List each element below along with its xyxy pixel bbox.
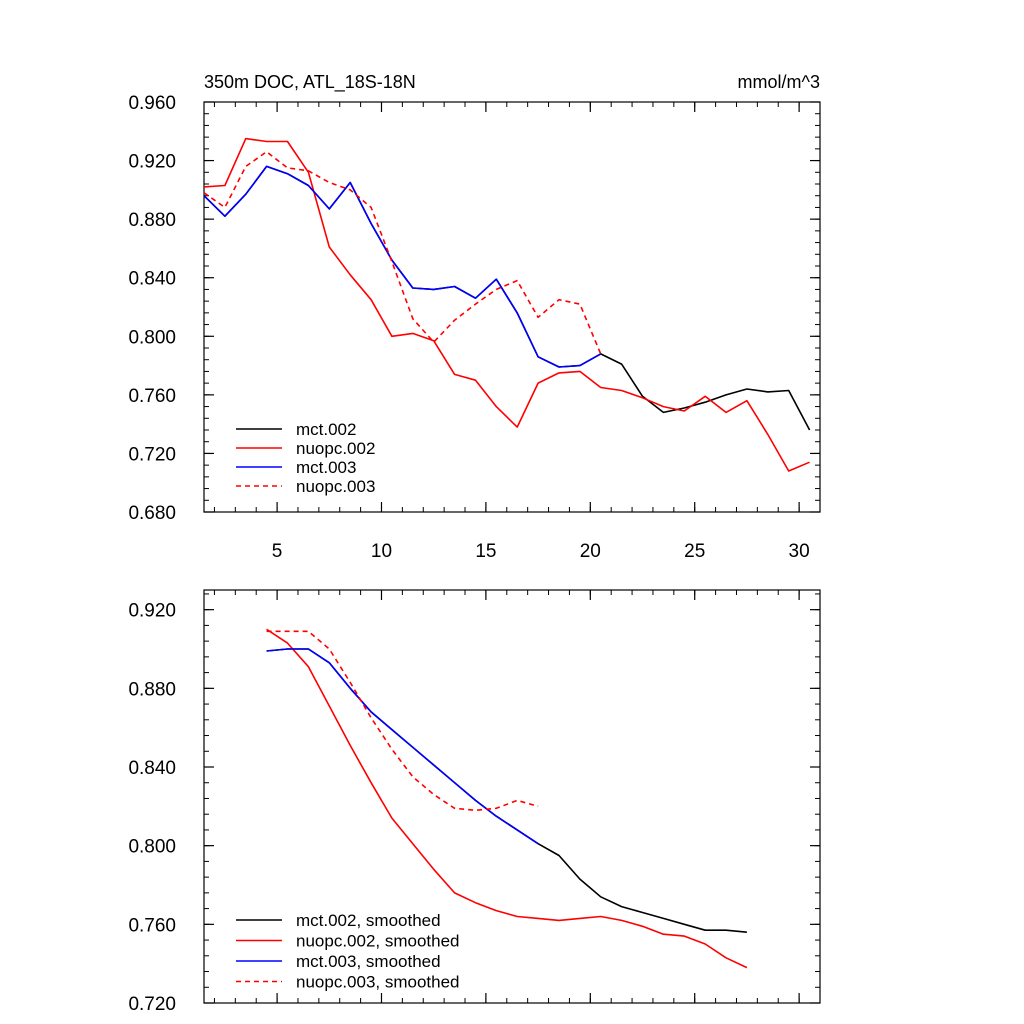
top-y-tick-label: 0.760 [128,386,176,407]
top-legend-label: mct.003 [296,458,356,477]
bottom-y-tick-label: 0.720 [128,994,176,1015]
top-series-line-nuopc-002 [203,137,810,472]
bottom-legend-label: nuopc.002, smoothed [296,932,460,951]
bottom-series-line-nuopc-003-smoothed [266,630,539,812]
top-series-line-nuopc-003 [203,151,602,355]
top-series-line-mct-003 [203,165,602,368]
top-x-tick-label: 25 [684,541,705,562]
top-y-tick-label: 0.720 [128,444,176,465]
top-y-tick-label: 0.680 [128,503,176,524]
top-legend-label: nuopc.002 [296,439,375,458]
bottom-legend-label: mct.003, smoothed [296,952,441,971]
top-x-tick-label: 15 [475,541,496,562]
bottom-plot-frame [203,589,821,1004]
top-x-tick-label: 30 [789,541,810,562]
bottom-series-line-nuopc-002-smoothed [266,628,748,969]
top-y-tick-label: 0.960 [128,93,176,114]
bottom-y-tick-label: 0.760 [128,915,176,936]
top-x-tick-label: 5 [272,541,283,562]
top-chart-units: mmol/m^3 [738,72,820,92]
bottom-legend: mct.002, smoothed nuopc.002, smoothedmct.… [236,911,460,992]
bottom-y-tick-label: 0.880 [128,679,176,700]
top-plot-frame [203,101,821,513]
top-legend-label: mct.002 [296,420,356,439]
bottom-y-tick-label: 0.840 [128,758,176,779]
top-y-tick-label: 0.880 [128,210,176,231]
top-x-tick-label: 20 [580,541,601,562]
bottom-legend-label: nuopc.003, smoothed [296,973,460,992]
top-chart-panel: 350m DOC, ATL_18S-18N mmol/m^3 0.680 0.72… [128,72,821,562]
top-series-line-mct-002 [203,165,811,431]
bottom-y-tick-label: 0.920 [128,601,176,622]
top-legend-label: nuopc.003 [296,477,375,496]
bottom-series-line-mct-002-smoothed [266,648,747,933]
bottom-series-line-mct-003-smoothed [266,648,539,845]
top-x-tick-label: 10 [371,541,392,562]
top-chart-title: 350m DOC, ATL_18S-18N [204,72,416,93]
bottom-y-tick-label: 0.800 [128,837,176,858]
bottom-legend-label: mct.002, smoothed [296,911,441,930]
bottom-chart-panel: 0.720 0.760 0.800 0.840 0.880 0.920 mct.002, s… [128,589,821,1015]
top-y-tick-label: 0.800 [128,327,176,348]
top-y-tick-label: 0.920 [128,152,176,173]
top-y-tick-label: 0.840 [128,269,176,290]
